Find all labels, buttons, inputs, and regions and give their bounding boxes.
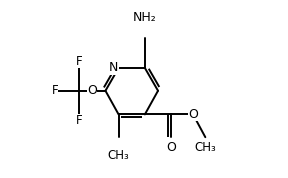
Text: NH₂: NH₂ (133, 11, 157, 24)
Text: O: O (188, 108, 198, 121)
Text: CH₃: CH₃ (194, 141, 216, 154)
Text: O: O (87, 84, 97, 97)
Text: O: O (166, 141, 176, 154)
Text: CH₃: CH₃ (108, 150, 130, 163)
Text: F: F (76, 114, 82, 127)
Text: N: N (109, 61, 119, 74)
Text: F: F (52, 84, 58, 97)
Text: F: F (76, 55, 82, 68)
